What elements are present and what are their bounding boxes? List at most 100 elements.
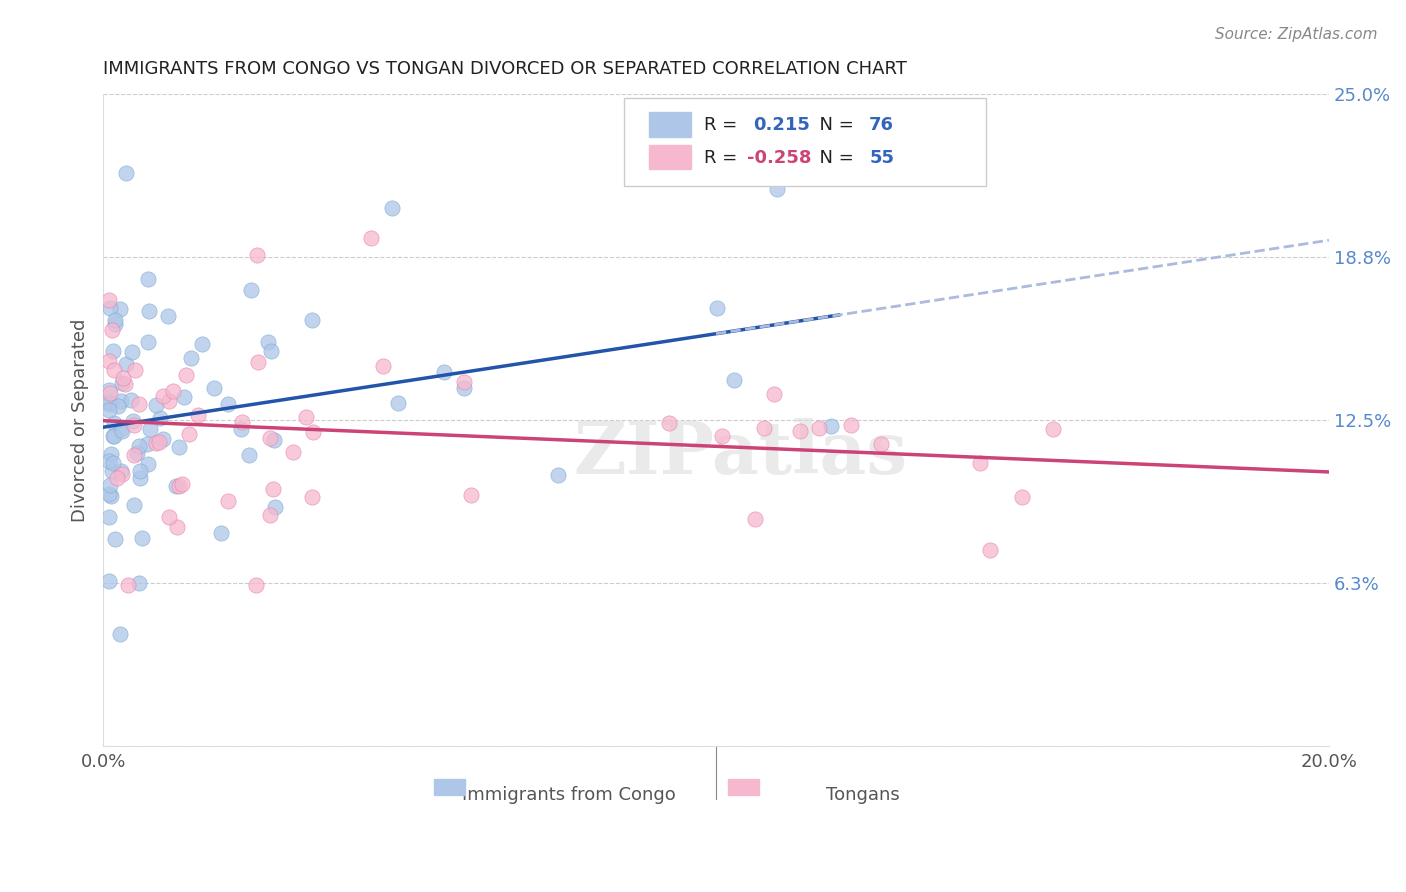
- Point: [112, 371, 135, 385]
- Point: [136, 272, 159, 286]
- Point: [101, 464, 124, 478]
- Point: [969, 456, 991, 470]
- Point: [723, 373, 745, 387]
- Point: [744, 512, 766, 526]
- Point: [763, 387, 786, 401]
- Point: [658, 416, 681, 430]
- Point: [217, 397, 239, 411]
- Point: [98, 383, 121, 397]
- Point: [101, 322, 124, 336]
- Point: [301, 312, 323, 326]
- Point: [460, 488, 482, 502]
- Bar: [434, 779, 465, 796]
- Point: [152, 389, 174, 403]
- Point: [104, 317, 127, 331]
- Point: [166, 520, 188, 534]
- Point: [110, 422, 132, 436]
- Point: [165, 479, 187, 493]
- Point: [100, 489, 122, 503]
- Point: [231, 415, 253, 429]
- Point: [128, 575, 150, 590]
- Text: Source: ZipAtlas.com: Source: ZipAtlas.com: [1215, 27, 1378, 42]
- Point: [122, 448, 145, 462]
- FancyBboxPatch shape: [624, 98, 986, 186]
- Y-axis label: Divorced or Separated: Divorced or Separated: [72, 318, 89, 522]
- Point: [101, 456, 124, 470]
- Point: [187, 409, 209, 423]
- Point: [238, 448, 260, 462]
- Point: [98, 386, 121, 401]
- Point: [128, 471, 150, 485]
- Point: [110, 464, 132, 478]
- Point: [98, 510, 121, 524]
- Point: [766, 182, 789, 196]
- Text: N =: N =: [808, 149, 859, 167]
- Point: [190, 337, 212, 351]
- Point: [246, 355, 269, 369]
- Point: [202, 381, 225, 395]
- Point: [98, 574, 121, 588]
- Point: [122, 499, 145, 513]
- Point: [1042, 422, 1064, 436]
- Point: [100, 301, 122, 315]
- Point: [979, 542, 1001, 557]
- Point: [381, 201, 404, 215]
- Point: [839, 417, 862, 432]
- Point: [157, 393, 180, 408]
- Point: [124, 363, 146, 377]
- Point: [302, 425, 325, 439]
- Point: [108, 301, 131, 316]
- Point: [122, 414, 145, 428]
- Point: [176, 368, 198, 382]
- Point: [98, 486, 121, 500]
- Text: 76: 76: [869, 116, 894, 134]
- Point: [149, 410, 172, 425]
- Point: [173, 390, 195, 404]
- Point: [136, 436, 159, 450]
- Point: [360, 231, 382, 245]
- Point: [101, 344, 124, 359]
- Point: [371, 359, 394, 373]
- Point: [120, 392, 142, 407]
- Point: [98, 397, 121, 411]
- Point: [808, 421, 831, 435]
- Point: [103, 416, 125, 430]
- Point: [263, 433, 285, 447]
- Point: [259, 431, 281, 445]
- Point: [167, 440, 190, 454]
- Point: [110, 393, 132, 408]
- Point: [98, 403, 121, 417]
- Point: [100, 447, 122, 461]
- Point: [128, 396, 150, 410]
- Point: [246, 248, 269, 262]
- Point: [98, 354, 121, 368]
- Point: [870, 436, 893, 450]
- Point: [262, 482, 284, 496]
- Point: [283, 445, 305, 459]
- Text: ZIPatlas: ZIPatlas: [574, 417, 908, 489]
- Point: [217, 493, 239, 508]
- Point: [706, 301, 728, 315]
- Point: [260, 344, 283, 359]
- Point: [98, 395, 121, 409]
- Text: Immigrants from Congo: Immigrants from Congo: [463, 786, 676, 804]
- Point: [107, 400, 129, 414]
- Point: [180, 351, 202, 366]
- Point: [104, 313, 127, 327]
- Text: IMMIGRANTS FROM CONGO VS TONGAN DIVORCED OR SEPARATED CORRELATION CHART: IMMIGRANTS FROM CONGO VS TONGAN DIVORCED…: [103, 60, 907, 78]
- Point: [138, 422, 160, 436]
- Point: [387, 396, 409, 410]
- Point: [128, 439, 150, 453]
- Point: [156, 309, 179, 323]
- Point: [179, 426, 201, 441]
- Bar: [648, 112, 692, 136]
- Point: [145, 398, 167, 412]
- Point: [239, 283, 262, 297]
- Point: [114, 358, 136, 372]
- Point: [104, 533, 127, 547]
- Point: [152, 432, 174, 446]
- Point: [433, 365, 456, 379]
- Point: [172, 477, 194, 491]
- Point: [115, 166, 138, 180]
- Point: [98, 478, 121, 492]
